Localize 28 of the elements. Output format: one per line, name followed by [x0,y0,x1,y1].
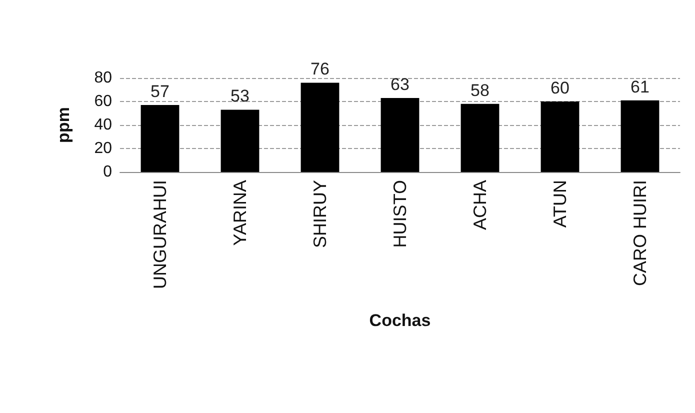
data-label: 57 [150,82,170,102]
x-tick-label: YARINA [230,180,250,246]
bar [220,110,260,172]
y-tick-label: 0 [103,164,112,180]
x-tick-label: CARO HUIRI [630,180,650,286]
x-tick-label: ATUN [550,180,570,228]
bar [620,100,660,172]
bar [460,104,500,172]
x-tick-label: ACHA [470,180,490,230]
y-tick-label: 20 [94,140,112,157]
bar [540,102,580,172]
y-axis-title: ppm [54,107,73,143]
y-tick-label: 40 [94,116,112,134]
x-tick-label: HUISTO [390,180,410,248]
bar [300,82,340,172]
data-label: 53 [230,86,250,106]
y-tick-label: 60 [94,93,112,110]
data-label: 63 [390,74,410,94]
bar [140,105,180,172]
y-tick-label: 80 [94,70,112,86]
x-axis-title: Cochas [369,311,431,330]
data-label: 61 [630,77,650,96]
bar [380,98,420,172]
data-label: 60 [550,78,570,98]
x-tick-label: UNGURAHUI [150,180,170,290]
data-label: 58 [470,80,490,100]
data-label: 76 [310,60,330,79]
x-tick-label: SHIRUY [310,180,330,248]
